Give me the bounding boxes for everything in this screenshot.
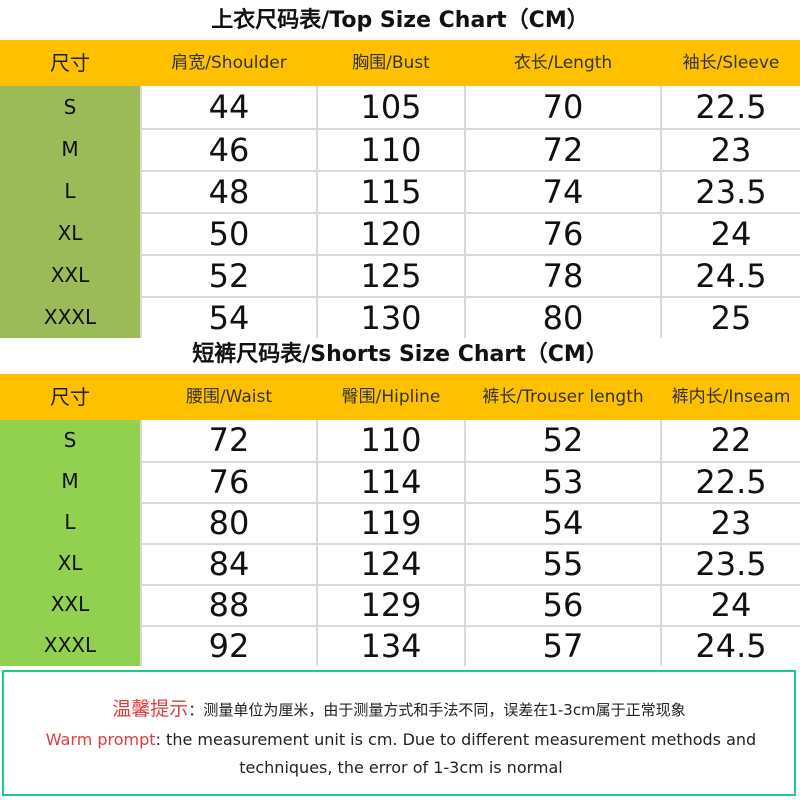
table-cell: 48	[142, 172, 316, 212]
size-label: XL	[57, 551, 83, 575]
table-row: XXXL 92 134 57 24.5	[0, 625, 800, 666]
table-cell: 72	[466, 130, 660, 170]
table-cell: 23	[662, 504, 800, 543]
table-cell: 52	[142, 256, 316, 296]
table-cell: 22.5	[662, 463, 800, 502]
top-size-sidebar	[0, 86, 140, 338]
table-cell: 80	[142, 504, 316, 543]
table-cell: 84	[142, 545, 316, 584]
notice-label-cn: 温馨提示	[112, 698, 189, 720]
table-cell: 110	[318, 130, 464, 170]
table-cell: 53	[466, 463, 660, 502]
size-label: M	[61, 469, 79, 493]
column-header: 裤内长/Inseam	[671, 387, 791, 407]
table-cell: 74	[466, 172, 660, 212]
table-cell: 55	[466, 545, 660, 584]
table-cell: 54	[466, 504, 660, 543]
table-row: S 44 105 70 22.5	[0, 86, 800, 128]
table-row: S 72 110 52 22	[0, 420, 800, 461]
table-cell: 114	[318, 463, 464, 502]
column-header: 肩宽/Shoulder	[171, 53, 287, 73]
notice-text-en: : the measurement unit is cm. Due to dif…	[155, 730, 757, 777]
table-cell: 78	[466, 256, 660, 296]
size-column-header: 尺寸	[50, 51, 90, 75]
table-cell: 120	[318, 214, 464, 254]
size-label: L	[64, 179, 76, 203]
size-label: XXL	[50, 592, 90, 616]
table-cell: 57	[466, 627, 660, 666]
table-cell: 24.5	[662, 256, 800, 296]
table-cell: 88	[142, 586, 316, 625]
table-row: L 48 115 74 23.5	[0, 170, 800, 212]
table-cell: 119	[318, 504, 464, 543]
table-cell: 115	[318, 172, 464, 212]
shorts-size-sidebar	[0, 420, 140, 666]
shorts-table-header: 尺寸 腰围/Waist 臀围/Hipline 裤长/Trouser length 裤内长…	[0, 374, 800, 420]
size-label: M	[61, 137, 79, 161]
table-cell: 44	[142, 86, 316, 128]
shorts-size-chart-title: 短裤尺码表/Shorts Size Chart（CM）	[192, 342, 608, 367]
table-cell: 24.5	[662, 627, 800, 666]
warm-prompt-notice: 温馨提示：测量单位为厘米，由于测量方式和手法不同，误差在1-3cm属于正常现象 …	[2, 670, 796, 796]
column-header: 衣长/Length	[513, 53, 613, 73]
table-cell: 105	[318, 86, 464, 128]
table-cell: 92	[142, 627, 316, 666]
table-cell: 22.5	[662, 86, 800, 128]
table-row: M 46 110 72 23	[0, 128, 800, 170]
size-label: XXXL	[43, 633, 97, 657]
table-cell: 46	[142, 130, 316, 170]
table-cell: 24	[662, 586, 800, 625]
table-cell: 72	[142, 420, 316, 461]
size-label: L	[64, 510, 76, 534]
top-size-table: 尺寸 肩宽/Shoulder 胸围/Bust 衣长/Length 袖长/Sleeve S 4…	[0, 40, 800, 338]
table-cell: 23.5	[662, 545, 800, 584]
top-grid-lines	[140, 86, 800, 338]
size-label: XXL	[50, 263, 90, 287]
size-label: XL	[57, 221, 83, 245]
table-cell: 54	[142, 298, 316, 338]
column-header: 胸围/Bust	[352, 53, 430, 73]
top-table-header: 尺寸 肩宽/Shoulder 胸围/Bust 衣长/Length 袖长/Sleeve	[0, 40, 800, 86]
table-row: XXXL 54 130 80 25	[0, 296, 800, 338]
table-cell: 129	[318, 586, 464, 625]
table-row: XXL 52 125 78 24.5	[0, 254, 800, 296]
table-cell: 52	[466, 420, 660, 461]
size-label: S	[63, 428, 77, 452]
shorts-grid-lines	[140, 420, 800, 666]
table-cell: 22	[662, 420, 800, 461]
table-cell: 80	[466, 298, 660, 338]
table-cell: 24	[662, 214, 800, 254]
table-cell: 76	[142, 463, 316, 502]
table-cell: 134	[318, 627, 464, 666]
table-cell: 76	[466, 214, 660, 254]
table-cell: 23	[662, 130, 800, 170]
column-header: 腰围/Waist	[185, 387, 273, 407]
table-row: XL 50 120 76 24	[0, 212, 800, 254]
table-row: XL 84 124 55 23.5	[0, 543, 800, 584]
column-header: 裤长/Trouser length	[482, 387, 644, 407]
notice-label-en: Warm prompt	[45, 730, 156, 749]
notice-text-cn: ：测量单位为厘米，由于测量方式和手法不同，误差在1-3cm属于正常现象	[188, 701, 686, 719]
column-header: 袖长/Sleeve	[682, 53, 780, 73]
shorts-size-table: 尺寸 腰围/Waist 臀围/Hipline 裤长/Trouser length 裤内长…	[0, 374, 800, 666]
table-cell: 23.5	[662, 172, 800, 212]
notice-english-line: Warm prompt: the measurement unit is cm.…	[18, 726, 784, 782]
table-row: XXL 88 129 56 24	[0, 584, 800, 625]
table-cell: 125	[318, 256, 464, 296]
table-row: L 80 119 54 23	[0, 502, 800, 543]
size-label: S	[63, 95, 77, 119]
table-cell: 50	[142, 214, 316, 254]
size-label: XXXL	[43, 305, 97, 329]
notice-chinese-line: 温馨提示：测量单位为厘米，由于测量方式和手法不同，误差在1-3cm属于正常现象	[4, 694, 794, 721]
table-cell: 124	[318, 545, 464, 584]
column-header: 臀围/Hipline	[341, 387, 441, 407]
table-cell: 56	[466, 586, 660, 625]
table-row: M 76 114 53 22.5	[0, 461, 800, 502]
table-cell: 110	[318, 420, 464, 461]
table-cell: 70	[466, 86, 660, 128]
table-cell: 130	[318, 298, 464, 338]
top-size-chart-title: 上衣尺码表/Top Size Chart（CM）	[211, 8, 589, 33]
size-column-header: 尺寸	[50, 385, 90, 409]
table-cell: 25	[662, 298, 800, 338]
